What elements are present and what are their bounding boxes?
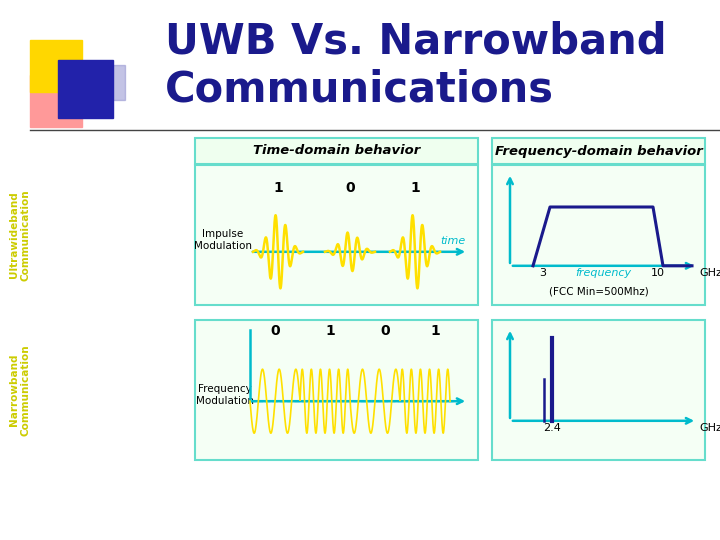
Text: 10: 10 xyxy=(651,268,665,278)
Bar xyxy=(58,60,113,118)
Text: 1: 1 xyxy=(273,181,283,195)
Text: 1: 1 xyxy=(325,324,335,338)
Text: Communications: Communications xyxy=(165,68,554,110)
Text: UWB Vs. Narrowband: UWB Vs. Narrowband xyxy=(165,20,667,62)
FancyBboxPatch shape xyxy=(492,138,705,164)
Text: Impulse
Modulation: Impulse Modulation xyxy=(194,229,252,251)
Bar xyxy=(30,75,82,127)
Text: GHz: GHz xyxy=(699,268,720,278)
Text: frequency: frequency xyxy=(575,268,631,278)
FancyBboxPatch shape xyxy=(492,165,705,305)
Text: Frequency-domain behavior: Frequency-domain behavior xyxy=(495,145,703,158)
Text: 0: 0 xyxy=(270,324,280,338)
FancyBboxPatch shape xyxy=(195,138,478,164)
Text: Time-domain behavior: Time-domain behavior xyxy=(253,145,420,158)
Bar xyxy=(30,40,82,92)
Text: Frequency
Modulation: Frequency Modulation xyxy=(196,384,254,406)
Bar xyxy=(100,65,125,100)
Text: (FCC Min=500Mhz): (FCC Min=500Mhz) xyxy=(549,287,649,297)
FancyBboxPatch shape xyxy=(195,165,478,305)
Text: 3: 3 xyxy=(539,268,546,278)
FancyBboxPatch shape xyxy=(195,320,478,460)
Text: GHz: GHz xyxy=(699,423,720,433)
Text: Ultrawideband
Communication: Ultrawideband Communication xyxy=(9,189,31,281)
Text: 1: 1 xyxy=(410,181,420,195)
FancyBboxPatch shape xyxy=(492,320,705,460)
Text: Narrowband
Communication: Narrowband Communication xyxy=(9,344,31,436)
Text: 1: 1 xyxy=(430,324,440,338)
Text: 0: 0 xyxy=(345,181,355,195)
Text: time: time xyxy=(441,236,466,246)
Text: 2.4: 2.4 xyxy=(543,423,561,433)
Text: 0: 0 xyxy=(380,324,390,338)
